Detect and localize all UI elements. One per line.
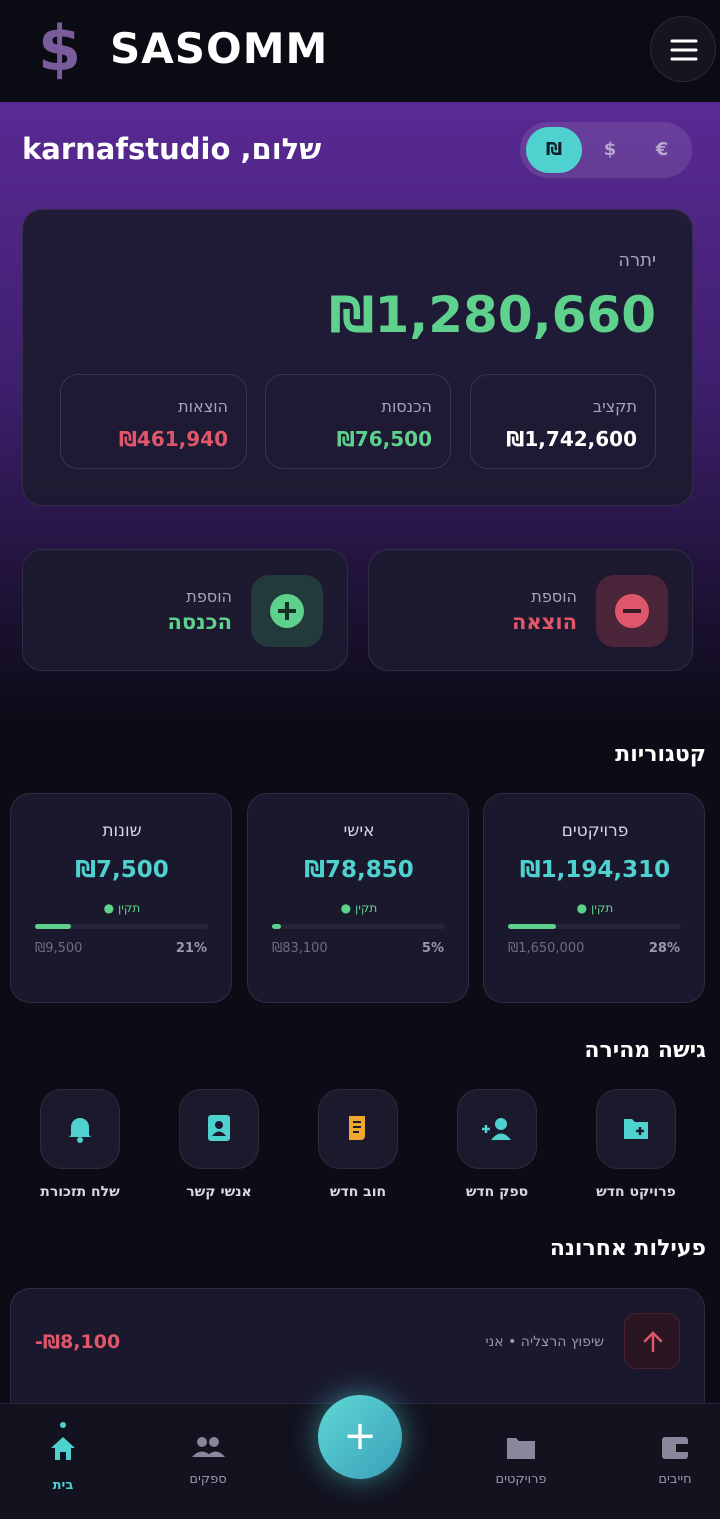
category-budget: ₪9,500 <box>35 941 83 956</box>
action-label: הוספת <box>186 587 232 606</box>
quick-action-icon <box>208 1115 230 1141</box>
category-amount: ₪1,194,310 <box>519 857 671 883</box>
greeting-text: שלום, karnafstudio <box>22 132 322 166</box>
currency-option[interactable]: ₪ <box>526 127 582 173</box>
category-budget: ₪83,100 <box>272 941 328 956</box>
status-text: תקין <box>117 901 141 915</box>
category-percent: 21% <box>175 941 207 956</box>
nav-item[interactable]: בית <box>52 1478 74 1493</box>
quick-action[interactable] <box>318 1089 398 1169</box>
quick-action-label: ספק חדש <box>465 1184 529 1200</box>
currency-option[interactable]: € <box>655 139 669 160</box>
nav-item[interactable]: חייבים <box>658 1472 692 1487</box>
action-icon <box>596 575 668 647</box>
quick-action-icon <box>624 1119 648 1139</box>
activity-icon <box>624 1313 680 1369</box>
header: $ SASOMM <box>0 0 720 102</box>
quick-action-label: פרויקט חדש <box>596 1184 676 1200</box>
category-amount: ₪78,850 <box>304 857 414 883</box>
nav-icons <box>51 1422 688 1460</box>
stat-value: ₪461,940 <box>118 427 228 451</box>
quick-action[interactable] <box>596 1089 676 1169</box>
category-name: אישי <box>343 821 375 841</box>
stat-value: ₪76,500 <box>336 427 432 451</box>
quick-action-label: אנשי קשר <box>186 1184 252 1200</box>
progress-fill <box>35 924 72 929</box>
stat-value: ₪1,742,600 <box>506 427 637 451</box>
stat-box: תקציב ₪1,742,600 <box>470 374 656 469</box>
fab-button[interactable]: + <box>318 1395 402 1479</box>
add-expense-button[interactable]: הוספת הוצאה <box>368 549 693 671</box>
category-status: תקין ● <box>340 901 378 915</box>
brand: SASOMM <box>110 24 329 73</box>
stat-label: הוצאות <box>178 397 228 416</box>
section-title: קטגוריות <box>615 742 706 767</box>
progress-fill <box>508 924 557 929</box>
menu-button[interactable] <box>650 16 716 82</box>
progress-fill <box>272 924 281 929</box>
section-title: גישה מהירה <box>584 1038 706 1063</box>
activity-description: שיפוץ הרצליה • אני <box>485 1334 604 1350</box>
category-card[interactable]: פרויקטים ₪1,194,310 תקין ● ₪1,650,000 28% <box>483 793 705 1003</box>
category-status: תקין ● <box>576 901 614 915</box>
balance-amount: ₪1,280,660 <box>329 286 656 344</box>
category-name: שונות <box>102 821 142 841</box>
menu-icon <box>670 39 698 61</box>
balance-label: יתרה <box>618 250 656 271</box>
quick-action-label: שלח תזכורת <box>40 1184 120 1200</box>
balance-card: יתרה ₪1,280,660 תקציב ₪1,742,600 הכנסות … <box>22 209 693 506</box>
activity-amount: -₪8,100 <box>35 1331 121 1353</box>
stat-box: הוצאות ₪461,940 <box>60 374 247 469</box>
section-title: פעילות אחרונה <box>549 1236 706 1261</box>
progress-track <box>508 924 681 929</box>
progress-track <box>35 924 208 929</box>
action-label: הוספת <box>531 587 577 606</box>
category-card[interactable]: שונות ₪7,500 תקין ● ₪9,500 21% <box>10 793 232 1003</box>
category-card[interactable]: אישי ₪78,850 תקין ● ₪83,100 5% <box>247 793 469 1003</box>
quick-action[interactable] <box>457 1089 537 1169</box>
stat-label: תקציב <box>592 397 637 416</box>
logo: $ <box>38 12 82 85</box>
quick-action[interactable] <box>179 1089 259 1169</box>
minus-icon <box>615 594 649 628</box>
currency-toggle: ₪ $ € <box>520 122 692 178</box>
quick-action-label: חוב חדש <box>329 1184 387 1200</box>
category-percent: 28% <box>648 941 680 956</box>
category-amount: ₪7,500 <box>75 857 169 883</box>
action-title: הוצאה <box>511 610 577 634</box>
action-title: הכנסה <box>167 610 232 634</box>
greeting: שלום, karnafstudio <box>22 132 322 166</box>
status-text: תקין <box>590 901 614 915</box>
quick-action-icon <box>349 1116 365 1140</box>
category-percent: 5% <box>421 941 444 956</box>
plus-icon <box>270 594 304 628</box>
action-icon <box>251 575 323 647</box>
stat-box: הכנסות ₪76,500 <box>265 374 451 469</box>
add-income-button[interactable]: הוספת הכנסה <box>22 549 348 671</box>
category-name: פרויקטים <box>561 821 629 841</box>
category-status: תקין ● <box>103 901 141 915</box>
quick-action-icon <box>482 1118 511 1140</box>
category-budget: ₪1,650,000 <box>508 941 585 956</box>
nav-item[interactable]: פרויקטים <box>495 1472 547 1487</box>
status-text: תקין <box>354 901 378 915</box>
progress-track <box>272 924 445 929</box>
quick-action-icon <box>69 1118 91 1143</box>
arrow-up-icon <box>643 1331 663 1353</box>
stat-label: הכנסות <box>381 397 432 416</box>
currency-option[interactable]: $ <box>603 139 617 160</box>
nav-item[interactable]: ספקים <box>189 1472 227 1487</box>
quick-action[interactable] <box>40 1089 120 1169</box>
